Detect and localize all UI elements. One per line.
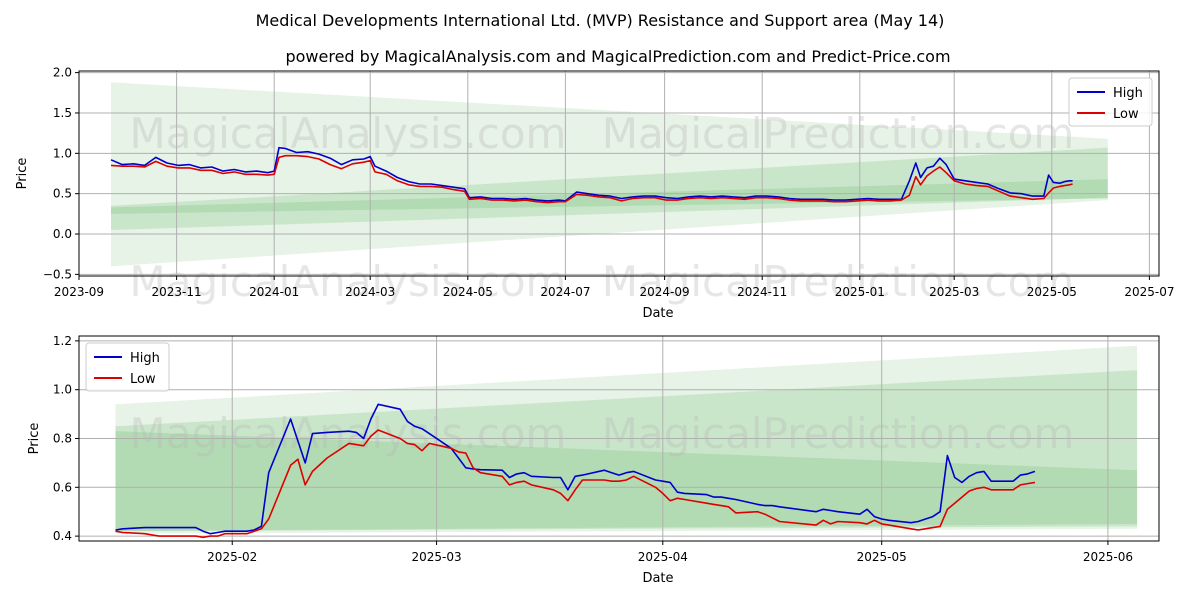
low-series-line bbox=[115, 429, 1036, 539]
chart-subtitle: powered by MagicalAnalysis.com and Magic… bbox=[285, 47, 950, 66]
watermark-text: MagicalPrediction.com bbox=[602, 409, 1075, 458]
x-tick-label: 2025-03 bbox=[411, 550, 461, 564]
watermark-text: MagicalPrediction.com bbox=[602, 109, 1075, 158]
y-tick-label: 0.4 bbox=[53, 529, 72, 543]
x-tick-label: 2023-11 bbox=[152, 285, 202, 299]
y-tick-label: 1.0 bbox=[53, 383, 72, 397]
x-axis-label: Date bbox=[642, 571, 673, 586]
plot-frame bbox=[78, 70, 1160, 277]
legend-label-low: Low bbox=[1113, 107, 1139, 122]
legend-label-high: High bbox=[1113, 86, 1143, 101]
x-tick-label: 2024-03 bbox=[345, 285, 395, 299]
support-resistance-band bbox=[111, 147, 1108, 230]
y-tick-label: 0.5 bbox=[53, 187, 72, 201]
y-axis-label: Price bbox=[27, 423, 42, 455]
watermark-text: MagicalPrediction.com bbox=[602, 257, 1075, 306]
x-tick-label: 2024-11 bbox=[737, 285, 787, 299]
x-tick-label: 2025-04 bbox=[638, 550, 688, 564]
y-tick-label: −0.5 bbox=[43, 267, 72, 281]
y-tick-label: 0.6 bbox=[53, 480, 72, 494]
x-tick-label: 2024-05 bbox=[443, 285, 493, 299]
legend: High Low bbox=[85, 342, 170, 392]
bottom-chart-panel: MagicalAnalysis.com MagicalPrediction.com… bbox=[27, 334, 1160, 586]
legend-label-low: Low bbox=[130, 372, 156, 387]
x-tick-label: 2025-02 bbox=[207, 550, 257, 564]
x-tick-label: 2025-06 bbox=[1083, 550, 1133, 564]
support-resistance-band bbox=[111, 82, 1108, 267]
x-tick-label: 2025-05 bbox=[857, 550, 907, 564]
chart-title: Medical Developments International Ltd. … bbox=[256, 11, 945, 30]
legend: High Low bbox=[1068, 77, 1153, 127]
x-tick-label: 2025-05 bbox=[1027, 285, 1077, 299]
y-tick-label: 1.0 bbox=[53, 146, 72, 160]
high-series-line bbox=[110, 146, 1073, 202]
y-tick-label: 1.5 bbox=[53, 106, 72, 120]
high-series-line bbox=[115, 403, 1036, 535]
watermark-text: MagicalAnalysis.com bbox=[130, 109, 567, 158]
y-tick-label: 0.8 bbox=[53, 432, 72, 446]
watermark-text: MagicalAnalysis.com bbox=[130, 409, 567, 458]
watermark-text: MagicalAnalysis.com bbox=[130, 257, 567, 306]
y-axis-label: Price bbox=[15, 158, 30, 190]
x-tick-label: 2024-09 bbox=[640, 285, 690, 299]
y-tick-label: 1.2 bbox=[53, 334, 72, 348]
y-tick-label: 0.0 bbox=[53, 227, 72, 241]
x-tick-label: 2025-01 bbox=[835, 285, 885, 299]
low-series-line bbox=[110, 154, 1073, 204]
x-tick-label: 2024-07 bbox=[540, 285, 590, 299]
top-chart-panel: MagicalAnalysis.com MagicalAnalysis.com Ma… bbox=[15, 66, 1174, 321]
x-axis-label: Date bbox=[642, 306, 673, 321]
x-tick-label: 2025-03 bbox=[929, 285, 979, 299]
legend-label-high: High bbox=[130, 351, 160, 366]
x-tick-label: 2023-09 bbox=[54, 285, 104, 299]
y-tick-label: 2.0 bbox=[53, 66, 72, 80]
x-tick-label: 2024-01 bbox=[249, 285, 299, 299]
x-tick-label: 2025-07 bbox=[1124, 285, 1174, 299]
